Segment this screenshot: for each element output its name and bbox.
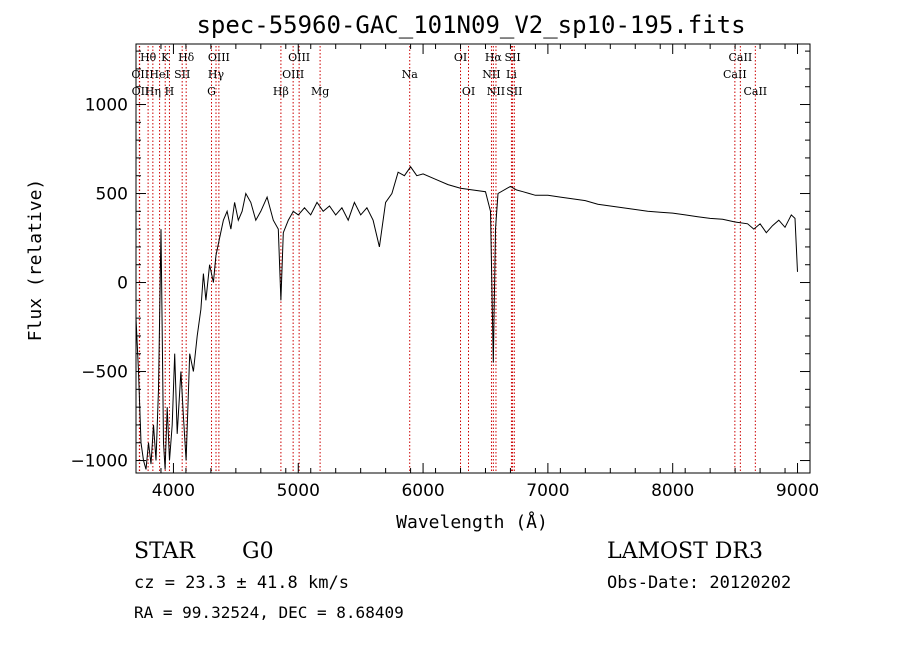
line-label-23: Li: [506, 68, 517, 81]
line-label-17: OI: [454, 51, 467, 64]
spectrum-line: [135, 165, 798, 470]
spectral-line-markers: [138, 46, 756, 472]
y-tick-label-2: 0: [117, 274, 128, 294]
line-label-3: HeI: [149, 68, 169, 81]
x-tick-label-4: 8000: [651, 481, 694, 501]
line-label-4: Hη: [145, 85, 161, 98]
coordinates: RA = 99.32524, DEC = 8.68409: [134, 603, 404, 622]
line-label-25: CaII: [729, 51, 753, 64]
line-label-8: Hδ: [178, 51, 195, 64]
line-label-13: OIII: [288, 51, 310, 64]
line-label-15: Mg: [311, 85, 329, 98]
line-label-9: OIII: [208, 51, 230, 64]
subclass: G0: [242, 539, 274, 564]
survey-name: LAMOST DR3: [607, 539, 763, 564]
observation-date: Obs-Date: 20120202: [607, 573, 792, 593]
line-label-1: OII: [131, 68, 149, 81]
line-label-20: NII: [482, 68, 500, 81]
line-label-26: CaII: [723, 68, 747, 81]
y-tick-label-0: −1000: [70, 452, 128, 472]
line-label-14: OIII: [282, 68, 304, 81]
y-tick-label-3: 500: [96, 185, 128, 205]
y-tick-label-4: 1000: [85, 96, 128, 116]
line-label-10: Hγ: [208, 68, 225, 81]
line-label-27: CaII: [743, 85, 767, 98]
line-label-16: Na: [402, 68, 419, 81]
line-label-12: Hβ: [273, 85, 289, 98]
x-tick-label-0: 4000: [152, 481, 195, 501]
y-axis-label: Flux (relative): [25, 179, 46, 342]
x-tick-label-2: 6000: [401, 481, 444, 501]
line-label-6: H: [165, 85, 175, 98]
line-label-22: SII: [504, 51, 520, 64]
line-label-7: SII: [174, 68, 190, 81]
y-tick-label-1: −500: [81, 363, 128, 383]
y-axis: −1000 −500 0 500 1000: [70, 50, 810, 472]
x-axis-label: Wavelength (Å): [396, 511, 548, 533]
line-label-11: G: [207, 85, 216, 98]
line-label-5: K: [161, 51, 170, 64]
line-label-18: OI: [462, 85, 475, 98]
redshift-velocity: cz = 23.3 ± 41.8 km/s: [134, 573, 349, 593]
line-label-19: Hα: [485, 51, 503, 64]
plot-frame: [135, 43, 811, 474]
line-label-0: Hθ: [140, 51, 157, 64]
x-tick-label-1: 5000: [277, 481, 320, 501]
x-tick-label-3: 7000: [526, 481, 569, 501]
line-label-24: SII: [506, 85, 522, 98]
object-class: STAR: [134, 539, 195, 564]
line-label-21: NII: [487, 85, 505, 98]
chart-title: spec-55960-GAC_101N09_V2_sp10-195.fits: [196, 11, 745, 39]
x-axis: 4000 5000 6000 7000 8000 9000: [135, 44, 819, 501]
x-tick-label-5: 9000: [776, 481, 819, 501]
